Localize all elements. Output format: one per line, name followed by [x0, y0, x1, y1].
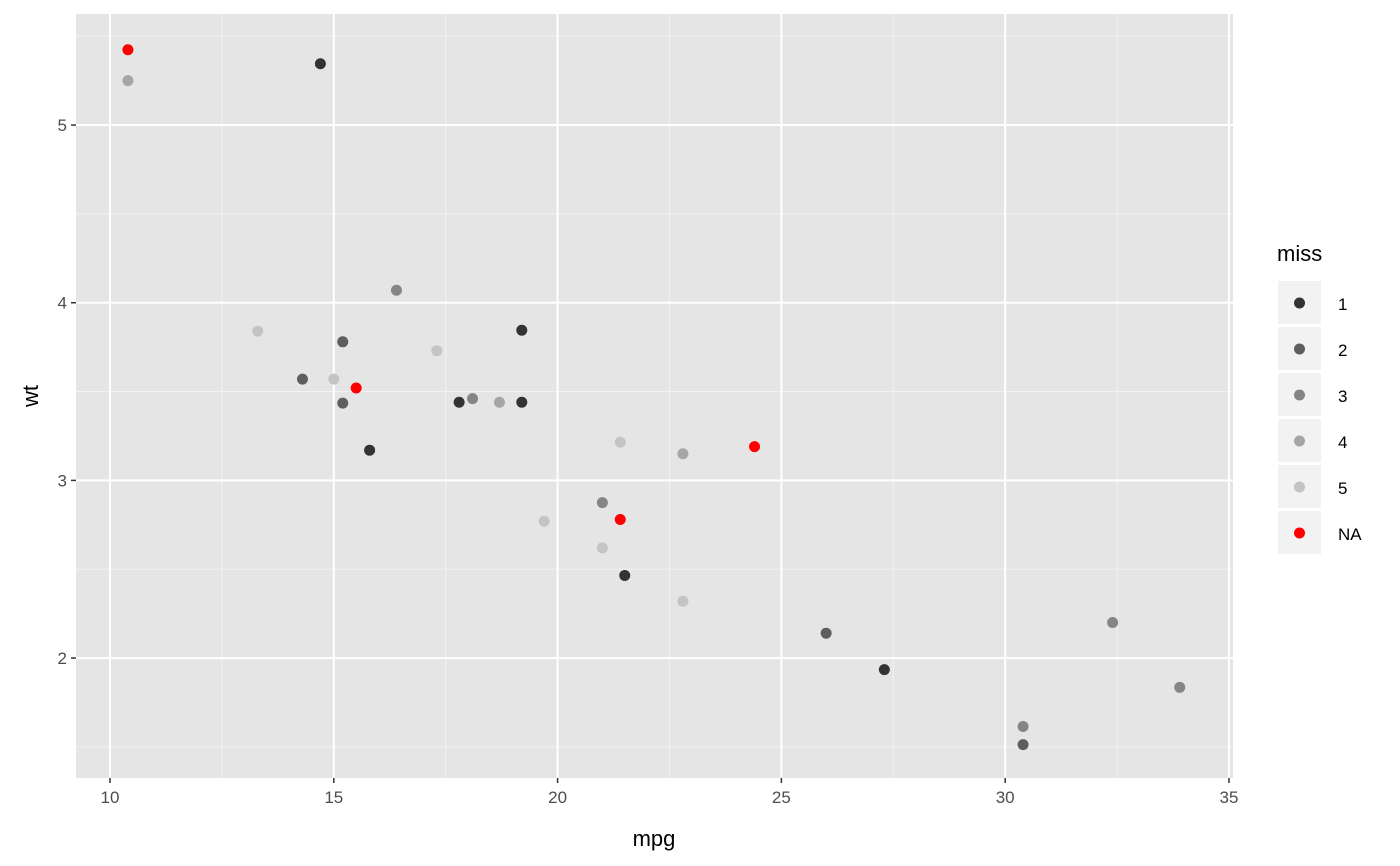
x-tick-label: 30: [996, 788, 1015, 807]
data-point: [252, 325, 264, 337]
legend-label: 4: [1338, 433, 1347, 452]
gridlines: [76, 14, 1233, 778]
data-point: [431, 345, 443, 357]
data-point: [677, 448, 689, 460]
data-point: [122, 44, 134, 56]
panel-background: [76, 14, 1233, 778]
points: [122, 44, 1186, 751]
data-point: [1017, 739, 1029, 751]
legend-swatch: [1294, 527, 1305, 539]
data-point: [122, 75, 134, 87]
legend-title: miss: [1277, 241, 1322, 266]
data-point: [493, 396, 505, 408]
data-point: [1017, 720, 1029, 732]
legend-label: 1: [1338, 295, 1347, 314]
data-point: [596, 542, 608, 554]
x-tick-label: 35: [1220, 788, 1239, 807]
x-axis-title: mpg: [633, 826, 676, 851]
y-tick-label: 5: [58, 116, 67, 135]
axes: 10 15 20 25 30 35 2 3 4 5: [58, 116, 1239, 807]
data-point: [749, 441, 761, 453]
legend-label: 5: [1338, 479, 1347, 498]
data-point: [820, 627, 832, 639]
legend-label: NA: [1338, 525, 1362, 544]
x-tick-label: 10: [101, 788, 120, 807]
data-point: [614, 436, 626, 448]
data-point: [614, 513, 626, 525]
data-point: [364, 444, 376, 456]
data-point: [538, 515, 550, 527]
x-tick-label: 25: [772, 788, 791, 807]
data-point: [1107, 617, 1119, 629]
y-tick-label: 4: [58, 294, 67, 313]
data-point: [453, 396, 465, 408]
data-point: [337, 336, 349, 348]
x-tick-label: 15: [324, 788, 343, 807]
legend-swatch: [1294, 481, 1305, 493]
data-point: [596, 497, 608, 509]
data-point: [677, 595, 689, 607]
data-point: [516, 324, 528, 336]
x-tick-label: 20: [548, 788, 567, 807]
data-point: [390, 284, 402, 296]
data-point: [516, 396, 528, 408]
legend: 1 2 3 4 5 NA: [1278, 281, 1362, 554]
data-point: [314, 58, 326, 70]
data-point: [296, 373, 308, 385]
legend-label: 3: [1338, 387, 1347, 406]
data-point: [619, 569, 631, 581]
data-point: [467, 393, 479, 405]
data-point: [1174, 681, 1186, 693]
legend-swatch: [1294, 297, 1305, 309]
legend-swatch: [1294, 343, 1305, 355]
y-tick-label: 3: [58, 471, 67, 490]
legend-swatch: [1294, 435, 1305, 447]
data-point: [328, 373, 340, 385]
legend-label: 2: [1338, 341, 1347, 360]
data-point: [350, 382, 362, 394]
legend-swatch: [1294, 389, 1305, 401]
data-point: [337, 397, 349, 409]
y-axis-title: wt: [18, 385, 43, 408]
data-point: [878, 664, 890, 676]
y-tick-label: 2: [58, 649, 67, 668]
